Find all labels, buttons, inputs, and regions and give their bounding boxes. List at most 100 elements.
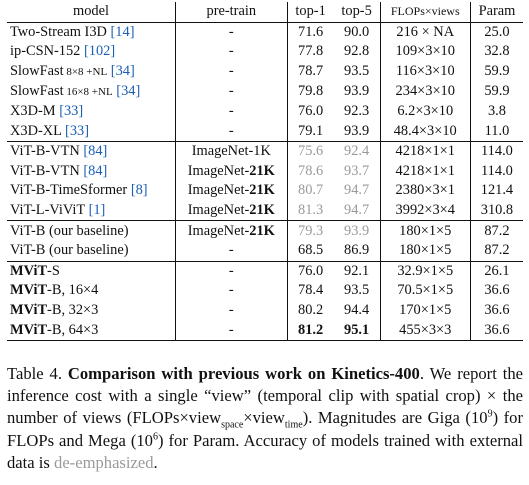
- pretrain-text: -: [228, 282, 234, 299]
- pretrain-size: 21K: [249, 162, 275, 179]
- cell-pretrain: -: [174, 240, 288, 262]
- cell-flops: 6.2×3×10: [379, 101, 471, 122]
- cell-top5: 93.9: [333, 220, 381, 241]
- cell-model: Two-Stream I3D [14]: [7, 22, 175, 42]
- table-row: Two-Stream I3D [14] - 71.6 90.0 216 × NA 25.0: [7, 22, 523, 43]
- table-row: ViT-B-VTN [84] ImageNet-21K 78.6 93.7 4218×1…: [7, 161, 523, 182]
- header-flops: FLOPs×views: [379, 2, 471, 23]
- cell-model: MViT-B, 16×4: [7, 281, 175, 301]
- model-name: ViT-B (our baseline): [10, 222, 129, 239]
- cell-param: 36.6: [469, 320, 523, 341]
- pretrain-text: -: [228, 302, 234, 319]
- pretrain-text: -: [228, 23, 234, 40]
- model-name-bold: MViT: [10, 262, 48, 279]
- model-name: -S: [47, 262, 60, 279]
- cell-model: X3D-M [33]: [7, 102, 175, 122]
- cell-pretrain: ImageNet-1K: [174, 140, 288, 162]
- cell-top5: 86.9: [344, 242, 370, 259]
- pretrain-text: -: [228, 43, 234, 60]
- cell-model: ViT-B (our baseline): [7, 241, 175, 261]
- table-row: MViT-S - 76.0 92.1 32.9×1×5 26.1: [7, 260, 523, 282]
- cell-param: 121.4: [469, 181, 523, 201]
- model-name: SlowFast: [10, 82, 64, 99]
- model-name: -B, 32×3: [47, 302, 99, 319]
- cell-top1: 79.8: [286, 81, 334, 102]
- caption-text-3: ). Magnitudes are Giga (10: [302, 408, 488, 428]
- pretrain-text: -: [228, 321, 234, 338]
- cell-param: 36.6: [469, 300, 523, 321]
- cell-top5: 94.4: [344, 302, 370, 319]
- cell-model: ViT-B-VTN [84]: [7, 140, 176, 162]
- cell-top1: 78.7: [286, 61, 334, 82]
- cell-param: 3.8: [469, 101, 523, 122]
- cell-top5: 94.7: [344, 202, 370, 219]
- header-param: Param: [469, 2, 523, 23]
- citation-link[interactable]: [1]: [88, 202, 106, 219]
- pretrain-text: -: [228, 242, 234, 259]
- caption-text-4: ) for FLOPs and Mega (10: [7, 408, 523, 450]
- cell-pretrain: -: [174, 22, 288, 43]
- cell-param: 26.1: [469, 260, 523, 282]
- cell-pretrain: -: [174, 121, 288, 142]
- cell-top1: 80.2: [286, 300, 334, 321]
- caption-title: Comparison with previous work on Kinetic…: [67, 364, 420, 383]
- citation-link[interactable]: [34]: [110, 62, 135, 79]
- table-row: ViT-B-VTN [84] ImageNet-1K 75.6 92.4 4218×1×…: [7, 140, 523, 162]
- model-name: ViT-B-VTN: [10, 143, 80, 160]
- cell-top1: 75.6: [286, 140, 334, 162]
- cell-top5: 94.7: [344, 182, 370, 199]
- cell-top1: 76.0: [286, 260, 334, 282]
- citation-link[interactable]: [33]: [59, 103, 84, 120]
- cell-top1: 77.8: [286, 42, 334, 62]
- citation-link[interactable]: [14]: [110, 23, 135, 40]
- pretrain-text: ImageNet-: [187, 222, 250, 239]
- citation-link[interactable]: [84]: [83, 143, 108, 160]
- cell-model: MViT-B, 64×3: [7, 320, 176, 341]
- cell-top1: 78.6: [286, 161, 334, 182]
- model-variant: 16×8 +NL: [63, 85, 113, 98]
- cell-pretrain: -: [174, 101, 288, 122]
- citation-link[interactable]: [8]: [130, 182, 148, 199]
- cell-top1: 81.2: [286, 320, 334, 341]
- cell-flops: 180×1×5: [379, 220, 471, 241]
- cell-pretrain: -: [174, 42, 288, 62]
- model-name: -B, 64×3: [47, 321, 99, 338]
- pretrain-text: ImageNet-: [187, 162, 250, 179]
- cell-top5: 93.5: [344, 63, 370, 80]
- cell-flops: 48.4×3×10: [379, 121, 471, 142]
- cell-pretrain: -: [174, 281, 288, 301]
- cell-param: 32.8: [469, 42, 523, 62]
- cell-param: 87.2: [469, 220, 523, 241]
- cell-pretrain: -: [174, 300, 288, 321]
- model-name: -B, 16×4: [47, 282, 99, 299]
- table-row: ip-CSN-152 [102] - 77.8 92.8 109×3×10 32.8: [7, 42, 523, 62]
- table-row: MViT-B, 16×4 - 78.4 93.5 70.5×1×5 36.6: [7, 281, 523, 301]
- cell-flops: 216 × NA: [379, 22, 471, 43]
- table-body: Two-Stream I3D [14] - 71.6 90.0 216 × NA 25.0…: [7, 22, 523, 341]
- cell-top5: 92.8: [344, 43, 370, 60]
- cell-top5: 90.0: [344, 23, 370, 40]
- cell-top1: 76.0: [286, 101, 334, 122]
- caption-deemph-word: de-emphasized: [54, 452, 154, 472]
- table-caption: Table 4. Comparison with previous work o…: [7, 363, 523, 474]
- cell-model: X3D-XL [33]: [7, 121, 175, 141]
- pretrain-size: 21K: [249, 202, 275, 219]
- pretrain-text: -: [228, 262, 234, 279]
- cell-pretrain: -: [174, 260, 288, 282]
- citation-link[interactable]: [102]: [83, 43, 116, 60]
- pretrain-size: 21K: [249, 222, 275, 239]
- caption-text-6: .: [153, 452, 158, 472]
- citation-link[interactable]: [84]: [83, 162, 108, 179]
- pretrain-text: -: [228, 83, 234, 100]
- cell-flops: 3992×3×4: [379, 200, 471, 221]
- cell-param: 114.0: [469, 161, 523, 182]
- cell-top1: 79.1: [286, 121, 334, 142]
- caption-text-2: ×view: [243, 408, 285, 428]
- cell-model: MViT-S: [7, 260, 176, 282]
- cell-pretrain: -: [174, 61, 288, 82]
- caption-sub-space: space: [221, 419, 244, 431]
- cell-top5: 93.5: [344, 282, 370, 299]
- citation-link[interactable]: [33]: [65, 122, 90, 139]
- citation-link[interactable]: [34]: [116, 82, 141, 99]
